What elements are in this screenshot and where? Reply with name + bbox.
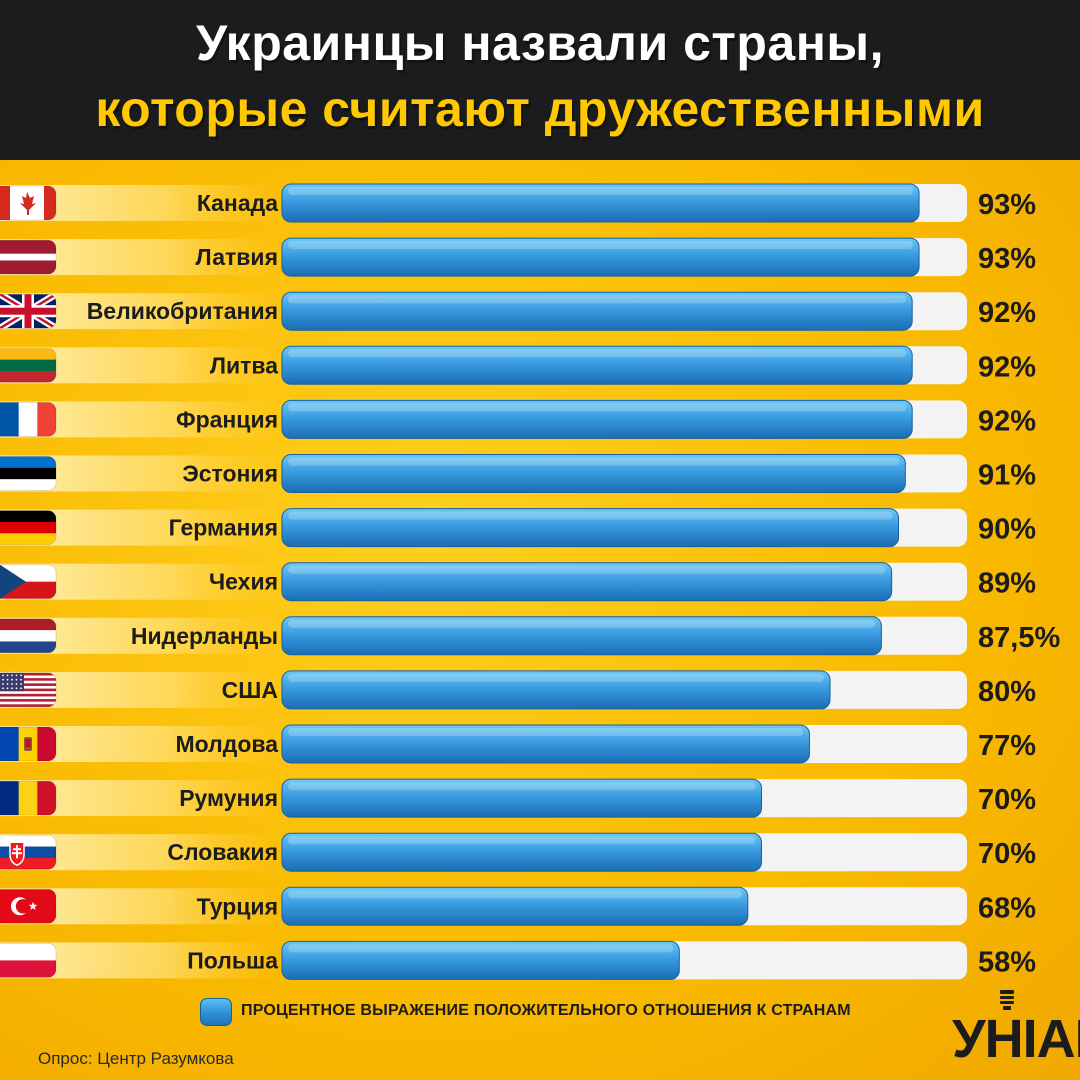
- bar-gloss: [288, 187, 914, 195]
- value-label: 89%: [978, 568, 1036, 600]
- bar: [281, 778, 762, 818]
- bar-gloss: [288, 403, 907, 412]
- bar: [281, 670, 831, 710]
- value-label: 70%: [978, 784, 1036, 816]
- category-label: Франция: [176, 406, 278, 432]
- romania-flag-icon: [0, 780, 57, 816]
- category-label: Румуния: [179, 785, 278, 811]
- bar-gloss: [288, 241, 914, 250]
- unian-logo: УНІАН: [952, 990, 1080, 1069]
- germany-flag-icon: [0, 510, 57, 546]
- bar: [281, 724, 810, 764]
- czechia-flag-icon: [0, 564, 57, 600]
- category-label: Канада: [197, 190, 278, 216]
- bar: [281, 291, 913, 331]
- bar-gloss: [288, 728, 804, 736]
- logo-mark-icon: [1000, 990, 1014, 1010]
- logo-text: УНІАН: [952, 1009, 1080, 1069]
- category-label: Польша: [187, 947, 278, 973]
- bar: [281, 399, 913, 439]
- category-label: Великобритания: [87, 298, 278, 324]
- value-label: 77%: [978, 730, 1036, 762]
- estonia-flag-icon: [0, 456, 57, 491]
- bar-gloss: [288, 511, 893, 520]
- value-label: 70%: [978, 838, 1036, 870]
- value-label: 92%: [978, 405, 1036, 437]
- bar: [281, 832, 762, 872]
- slovakia-flag-icon: [0, 834, 57, 870]
- source-note: Опрос: Центр Разумкова: [38, 1049, 234, 1068]
- bar-gloss: [288, 619, 876, 628]
- bar: [281, 237, 920, 277]
- legend-label: ПРОЦЕНТНОЕ ВЫРАЖЕНИЕ ПОЛОЖИТЕЛЬНОГО ОТНО…: [241, 1002, 851, 1019]
- moldova-flag-icon: [0, 726, 57, 762]
- bar: [281, 940, 680, 980]
- bar-gloss: [288, 349, 907, 358]
- value-label: 90%: [978, 514, 1036, 546]
- bar: [281, 454, 906, 493]
- bar: [281, 345, 913, 385]
- value-label: 58%: [978, 946, 1036, 978]
- bar-gloss: [288, 836, 756, 845]
- category-label: Словакия: [167, 839, 278, 865]
- header: Украинцы назвали страны, которые считают…: [0, 0, 1080, 160]
- category-label: Чехия: [209, 569, 278, 595]
- bar: [281, 886, 749, 926]
- category-label: Молдова: [175, 731, 278, 757]
- france-flag-icon: [0, 401, 57, 437]
- category-label: Эстония: [182, 461, 278, 487]
- netherlands-flag-icon: [0, 618, 57, 654]
- category-label: США: [222, 677, 278, 703]
- poland-flag-icon: [0, 942, 57, 978]
- category-label: Литва: [210, 352, 278, 378]
- latvia-flag-icon: [0, 239, 57, 275]
- value-label: 93%: [978, 243, 1036, 275]
- bar-gloss: [288, 457, 900, 466]
- category-label: Турция: [197, 893, 278, 919]
- value-label: 68%: [978, 892, 1036, 924]
- turkey-flag-icon: [0, 888, 57, 924]
- bar-gloss: [288, 565, 886, 574]
- bar: [281, 562, 893, 602]
- value-label: 91%: [978, 460, 1036, 492]
- bar: [281, 508, 899, 548]
- uk-flag-icon: [0, 293, 57, 329]
- bar-gloss: [288, 890, 742, 899]
- value-label: 92%: [978, 297, 1036, 329]
- value-label: 92%: [978, 351, 1036, 383]
- category-label: Латвия: [196, 244, 278, 270]
- bar: [281, 616, 882, 656]
- bar-gloss: [288, 944, 674, 953]
- usa-flag-icon: [0, 672, 57, 708]
- title-line-1: Украинцы назвали страны,: [195, 15, 885, 71]
- value-label: 80%: [978, 676, 1036, 708]
- category-label: Германия: [169, 515, 278, 541]
- canada-flag-icon: [0, 185, 57, 221]
- value-label: 87,5%: [978, 622, 1060, 654]
- bar-gloss: [288, 673, 824, 682]
- bar-gloss: [288, 782, 756, 791]
- bar: [281, 183, 920, 223]
- value-label: 93%: [978, 189, 1036, 221]
- title-line-2: которые считают дружественными: [95, 81, 985, 137]
- lithuania-flag-icon: [0, 347, 57, 383]
- bar-gloss: [288, 295, 907, 304]
- legend-swatch: [200, 998, 232, 1026]
- category-label: Нидерланды: [131, 623, 278, 649]
